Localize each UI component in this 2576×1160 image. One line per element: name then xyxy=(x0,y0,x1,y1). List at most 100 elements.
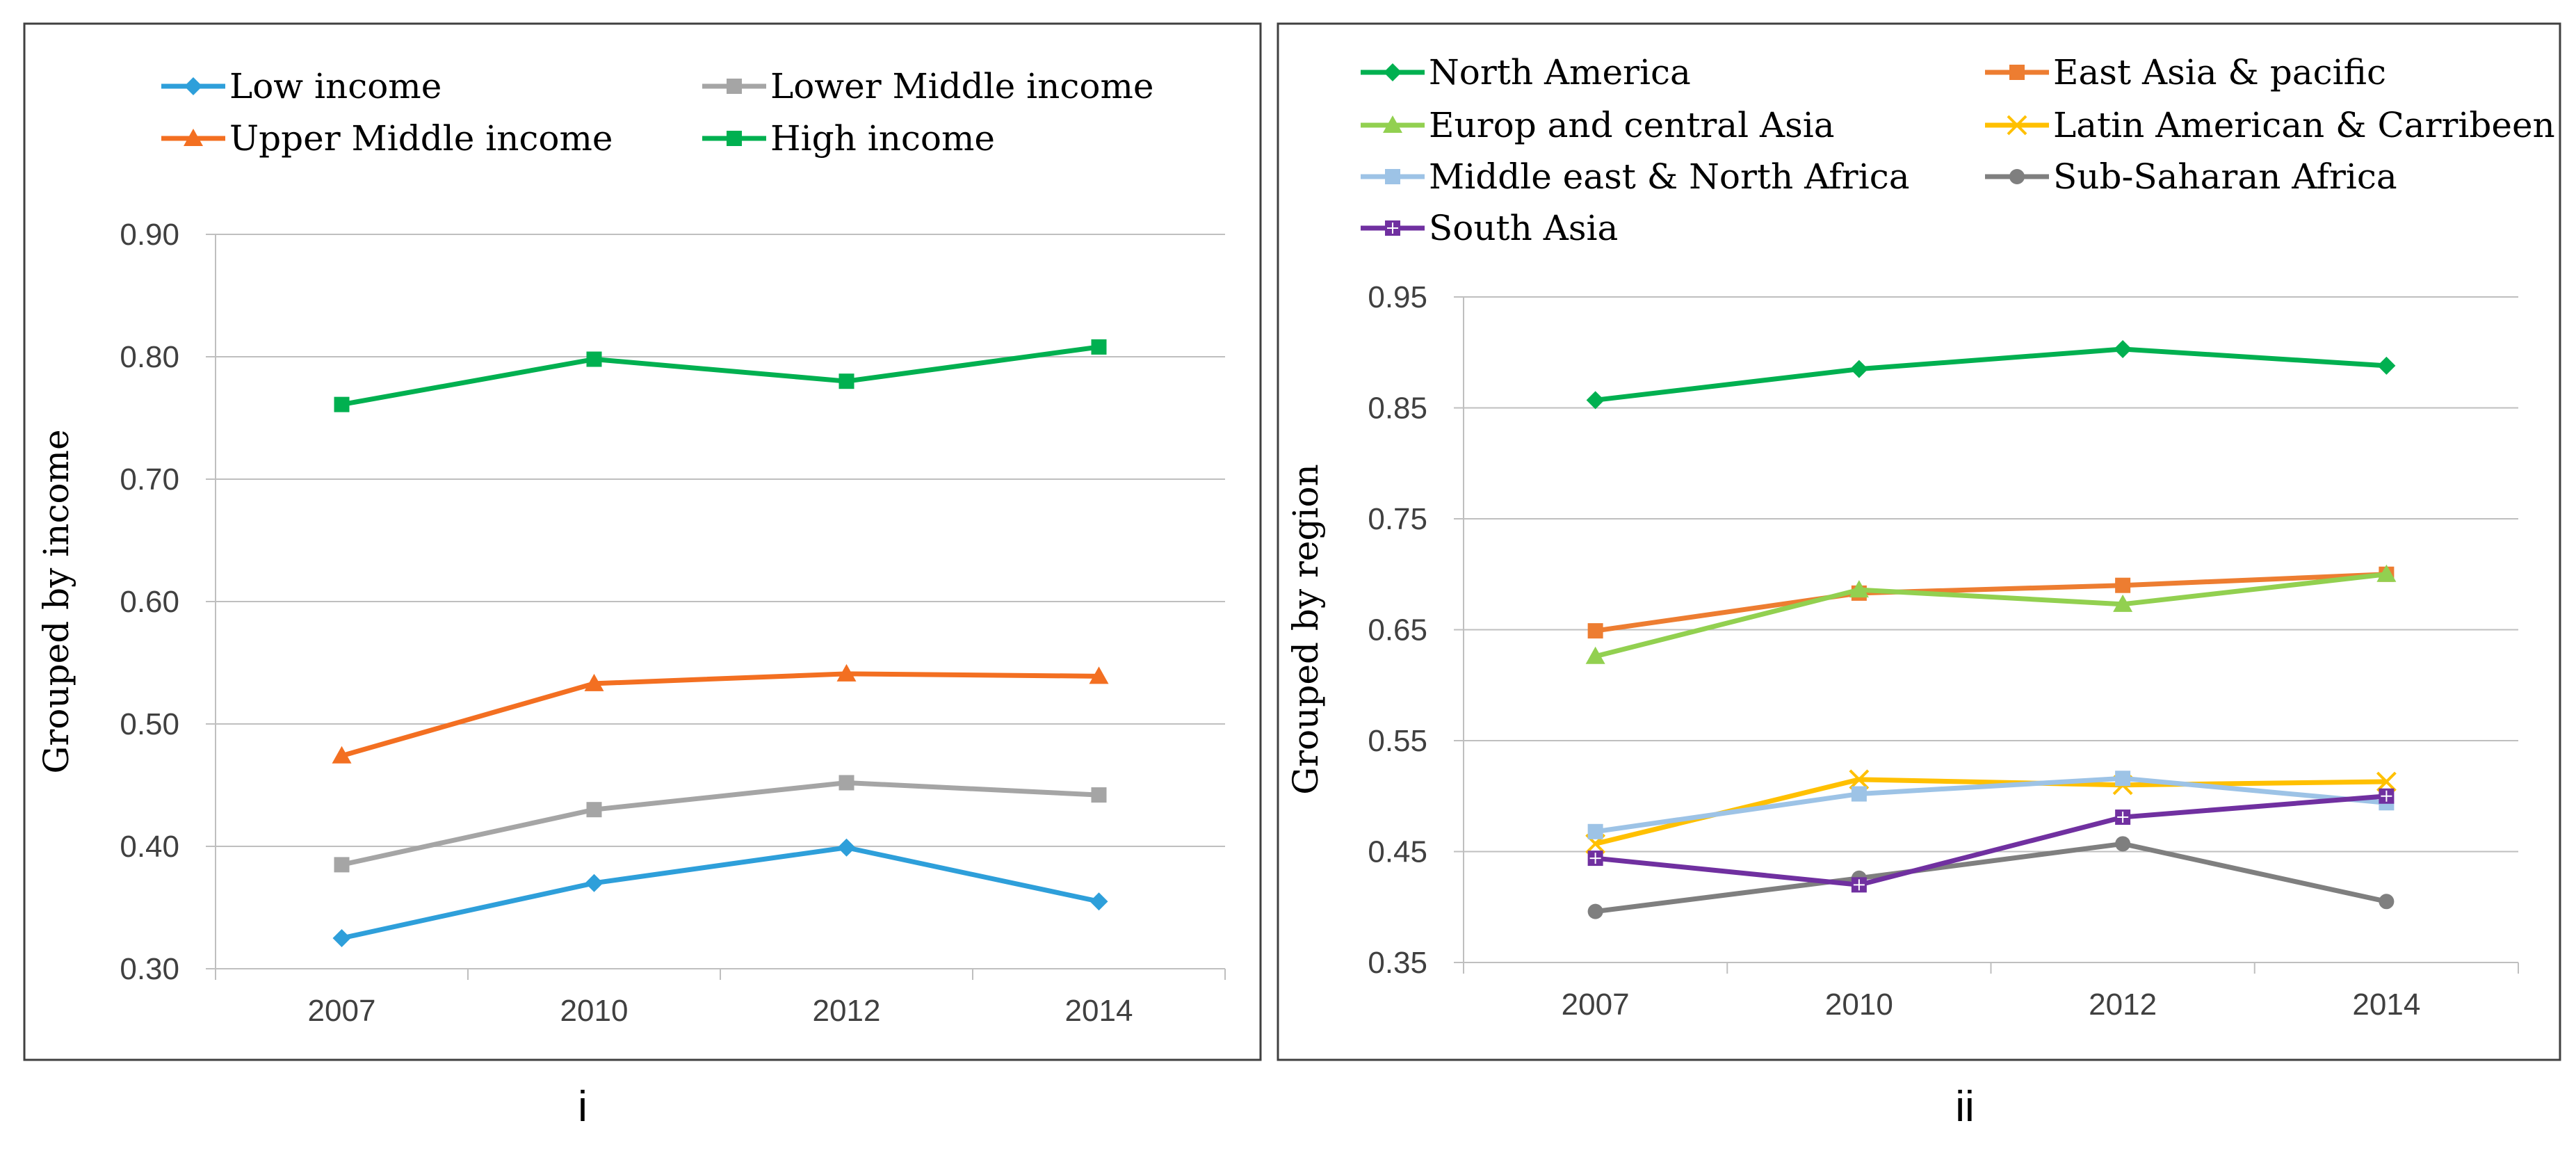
panel-ii-x-tick-label-2007: 2007 xyxy=(1562,988,1630,1022)
panel-ii-series-sub-saharan-africa-line xyxy=(1595,841,2388,915)
panel-i-legend-high-income: High income xyxy=(702,118,995,159)
panel-ii-legend-latin-american-carribeen-swatch-marker-stroke-b xyxy=(2007,115,2027,136)
panel-ii-label: ii xyxy=(1955,1083,1975,1131)
panel-ii-series-latin-american-carribeen-point-2014 xyxy=(2376,771,2397,792)
panel-ii-legend-south-asia-label: South Asia xyxy=(1429,208,1618,248)
panel-ii-y-tick-label: 0.65 xyxy=(1368,613,1427,647)
panel-i-series-high-income-point-2014 xyxy=(1091,339,1107,355)
panel-ii-series-south-asia-line xyxy=(1595,794,2387,887)
panel-i-series-high-income-point-2012 xyxy=(839,373,854,389)
panel-ii-legend-europ-and-central-asia-swatch-marker xyxy=(1383,115,1402,133)
panel-i-y-tick-label: 0.80 xyxy=(120,340,179,374)
panel-i-series-lower-middle-income-point-2007 xyxy=(334,857,350,873)
panel-i-x-tick-label-2014: 2014 xyxy=(1065,994,1133,1028)
panel-ii-series-south-asia-point-2012 xyxy=(2115,809,2131,825)
panel-ii-series-south-asia-point-2014 xyxy=(2379,788,2395,804)
panel-ii-series-south-asia xyxy=(1587,788,2395,893)
panel-i-series-high-income-point-2010 xyxy=(586,351,602,367)
panel-ii-series-latin-american-carribeen-point-2014-stroke-b xyxy=(2376,771,2397,792)
panel-ii-series-middle-east-north-africa-point-2012 xyxy=(2115,771,2131,787)
panel-ii-series-east-asia-pacific-point-2007 xyxy=(1587,623,1603,639)
panel-i-series-low-income-point-2007 xyxy=(332,929,351,947)
panel-ii-legend-europ-and-central-asia: Europ and central Asia xyxy=(1361,105,1835,145)
panel-i-y-axis-title: Grouped by income xyxy=(36,429,76,773)
panel-ii-y-tick-label: 0.95 xyxy=(1368,280,1427,314)
panel-ii-legend-east-asia-pacific: East Asia & pacific xyxy=(1985,52,2386,92)
panel-ii-x-tick-label-2012: 2012 xyxy=(2089,988,2157,1022)
panel-i-y-tick-label: 0.70 xyxy=(120,462,179,497)
panel-ii-legend-middle-east-north-africa-label: Middle east & North Africa xyxy=(1429,156,1910,197)
panel-ii-y-axis-title: Grouped by region xyxy=(1286,464,1326,795)
panel-ii-series-sub-saharan-africa-point-2007 xyxy=(1587,903,1603,919)
panel-ii-y-tick-label: 0.35 xyxy=(1368,946,1427,980)
panel-ii: 0.35 0.45 0.55 0.65 0.75 0.85 0.95 2007 2010 2012… xyxy=(1286,52,2555,1022)
panel-i-series-high-income-point-2007 xyxy=(334,396,350,412)
panel-i-series-low-income-line xyxy=(341,845,1100,941)
panel-ii-series-south-asia-point-2010 xyxy=(1851,877,1867,893)
panel-i-series-upper-middle-income-point-2014 xyxy=(1089,666,1109,684)
panel-i-x-tick-label-2010: 2010 xyxy=(560,994,629,1028)
panel-ii-series-europ-and-central-asia-point-2010 xyxy=(1849,580,1869,598)
panel-i-legend-high-income-label: High income xyxy=(770,118,995,159)
panel-ii-legend-latin-american-carribeen: Latin American & Carribeen xyxy=(1985,105,2555,145)
panel-ii-series-middle-east-north-africa-point-2010 xyxy=(1851,786,1867,802)
panel-ii-y-tick-label: 0.45 xyxy=(1368,835,1427,869)
panel-i-legend-upper-middle-income-swatch-marker xyxy=(184,129,203,146)
panel-i-legend-lower-middle-income-label: Lower Middle income xyxy=(770,66,1153,106)
panel-ii-series-north-america-point-2012 xyxy=(2114,339,2132,358)
panel-ii-legend-north-america-label: North America xyxy=(1429,52,1691,92)
panel-i-series-low-income-point-2010 xyxy=(585,873,604,892)
panel-i-series-upper-middle-income-line xyxy=(341,671,1099,759)
panel-ii-series-europ-and-central-asia-line xyxy=(1594,572,2387,659)
panel-ii-series-middle-east-north-africa-point-2007 xyxy=(1587,823,1603,839)
panel-ii-series-east-asia-pacific-point-2012 xyxy=(2115,577,2131,593)
panel-ii-series-latin-american-carribeen-point-2010-stroke-b xyxy=(1849,769,1870,790)
panel-ii-series-sub-saharan-africa-point-2012 xyxy=(2115,836,2131,852)
panel-ii-series-north-america xyxy=(1586,339,2396,410)
panel-i-legend-lower-middle-income: Lower Middle income xyxy=(702,66,1153,106)
panel-ii-series-middle-east-north-africa-line xyxy=(1595,775,2387,835)
panel-ii-y-tick-label: 0.55 xyxy=(1368,724,1427,758)
panel-i-series-lower-middle-income xyxy=(334,775,1107,873)
panel-ii-legend-south-asia: South Asia xyxy=(1361,208,1618,248)
panel-i-y-tick-label: 0.60 xyxy=(120,585,179,619)
panel-ii-series-north-america-point-2007 xyxy=(1586,391,1605,410)
panel-ii-legend-south-asia-swatch-marker xyxy=(1385,220,1400,236)
panel-i-series-upper-middle-income-point-2010 xyxy=(584,673,604,691)
panel-ii-legend-north-america: North America xyxy=(1361,52,1691,92)
panel-i-series-lower-middle-income-point-2010 xyxy=(586,802,602,818)
panel-ii-legend-latin-american-carribeen-swatch-marker xyxy=(2007,115,2027,136)
panel-i-series-lower-middle-income-point-2012 xyxy=(839,775,854,791)
panel-ii-legend-sub-saharan-africa: Sub-Saharan Africa xyxy=(1985,156,2397,197)
panel-ii-legend-sub-saharan-africa-swatch-marker xyxy=(2009,169,2025,184)
panel-i-y-tick-label: 0.50 xyxy=(120,707,179,741)
panel-i-legend-upper-middle-income-label: Upper Middle income xyxy=(229,118,613,159)
panel-i-series-upper-middle-income-point-2012 xyxy=(836,663,857,682)
panel-i-x-tick-label-2007: 2007 xyxy=(308,994,376,1028)
panel-ii-series-europ-and-central-asia-point-2014 xyxy=(2376,564,2397,582)
panel-ii-series-sub-saharan-africa-point-2014 xyxy=(2379,894,2395,910)
panel-i-series-high-income-line xyxy=(341,344,1099,408)
panel-i-series-lower-middle-income-line xyxy=(341,780,1099,867)
panel-ii-series-europ-and-central-asia-point-2012 xyxy=(2113,594,2133,612)
panel-i-legend-low-income-label: Low income xyxy=(229,66,442,106)
panel-i-series-upper-middle-income xyxy=(332,663,1109,764)
panel-ii-legend-sub-saharan-africa-label: Sub-Saharan Africa xyxy=(2053,156,2397,197)
panel-ii-series-middle-east-north-africa xyxy=(1587,771,2395,839)
panel-ii-series-east-asia-pacific-line xyxy=(1595,572,2387,634)
panel-i-series-low-income xyxy=(332,838,1108,947)
panel-ii-legend-europ-and-central-asia-label: Europ and central Asia xyxy=(1429,105,1835,145)
panel-i-y-tick-label: 0.90 xyxy=(120,218,179,252)
panel-i-legend-low-income-swatch-marker xyxy=(184,77,202,95)
panel-ii-series-south-asia-point-2007 xyxy=(1587,851,1603,867)
panel-ii-x-tick-label-2010: 2010 xyxy=(1825,988,1893,1022)
panel-i-series-low-income-point-2012 xyxy=(837,838,856,857)
panel-ii-y-tick-label: 0.75 xyxy=(1368,502,1427,536)
panel-i-legend-upper-middle-income: Upper Middle income xyxy=(161,118,613,159)
panel-ii-series-latin-american-carribeen-point-2010 xyxy=(1849,769,1870,790)
panel-ii-x-tick-label-2014: 2014 xyxy=(2352,988,2420,1022)
panel-i-y-tick-label: 0.30 xyxy=(120,952,179,986)
panel-i: 0.30 0.40 0.50 0.60 0.70 0.80 0.90 2007 2010 2012… xyxy=(36,66,1226,1028)
